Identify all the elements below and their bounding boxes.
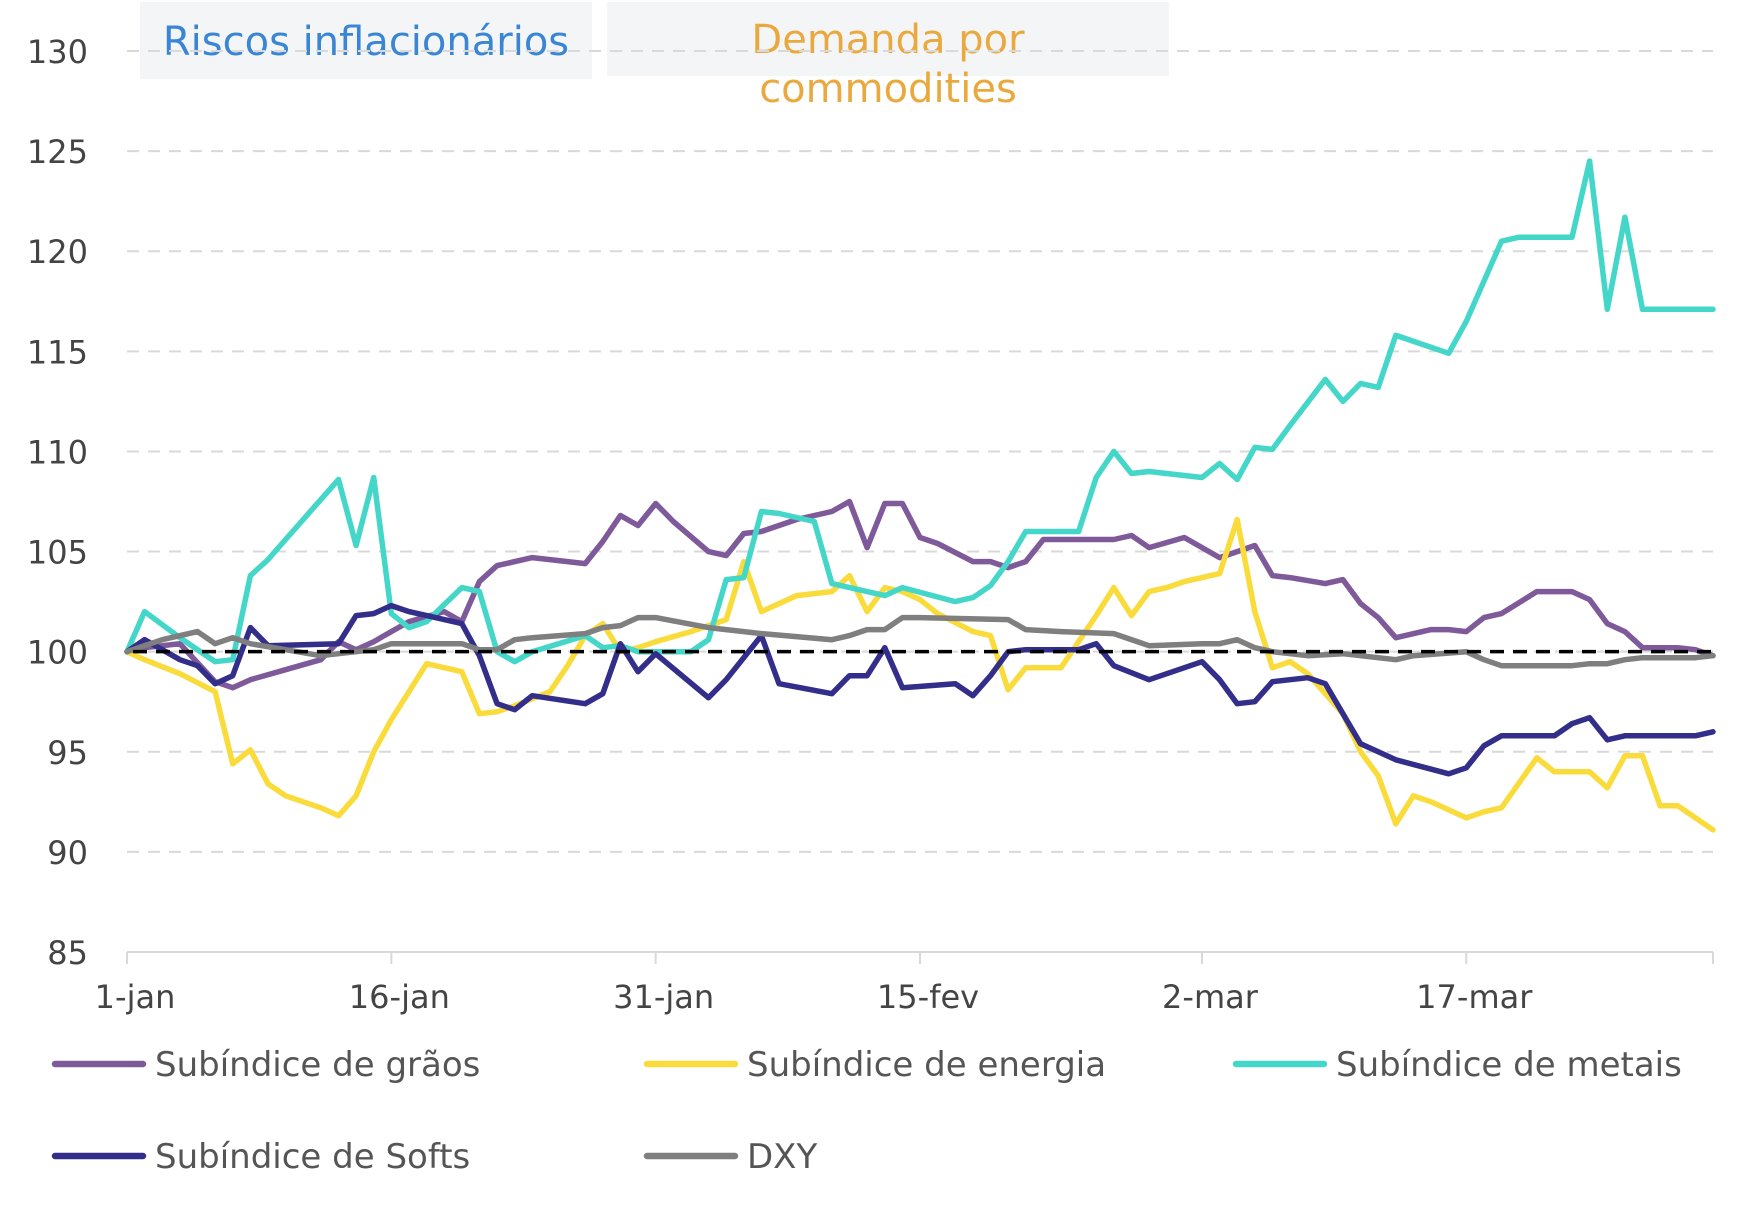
annotation-box-riscos [140, 2, 592, 79]
y-tick-label-100: 100 [27, 634, 88, 672]
y-tick-label-95: 95 [47, 734, 88, 772]
legend: Subíndice de grãos Subíndice de energia Su… [51, 1045, 1682, 1177]
series-line-3 [124, 158, 1716, 665]
x-tick-label-1-jan: 1-jan [95, 978, 176, 1016]
y-tick-label-105: 105 [27, 534, 88, 572]
x-tick-label-16-jan: 16-jan [349, 978, 450, 1016]
annotation-box-demanda [607, 2, 1169, 76]
x-tick-label-31-jan: 31-jan [613, 978, 714, 1016]
legend-item-3: Subíndice de metais [1232, 1045, 1682, 1085]
annotation-riscos-inflacionarios: Riscos inflacionários [163, 19, 569, 65]
annotation-boxes: Riscos inflacionários Demanda por commod… [140, 2, 1169, 112]
x-axis: 1-jan 16-jan 31-jan 15-fev 2-mar 17-mar [95, 951, 1714, 1016]
legend-label-5: DXY [747, 1137, 817, 1177]
legend-label-4: Subíndice de Softs [155, 1137, 470, 1177]
legend-label-2: Subíndice de energia [747, 1045, 1106, 1085]
y-tick-label-125: 125 [27, 133, 88, 171]
y-axis: 85 90 95 100 105 110 115 120 125 130 [27, 33, 88, 972]
x-tick-label-2-mar: 2-mar [1162, 978, 1259, 1016]
legend-label-1: Subíndice de grãos [155, 1045, 480, 1085]
legend-item-5: DXY [643, 1137, 817, 1177]
series-lines [124, 158, 1716, 833]
legend-item-2: Subíndice de energia [643, 1045, 1106, 1085]
legend-item-1: Subíndice de grãos [51, 1045, 480, 1085]
y-gridlines [127, 50, 1713, 853]
x-tick-label-15-fev: 15-fev [877, 978, 979, 1016]
annotation-demanda-line-1: Demanda por [751, 17, 1025, 63]
y-tick-label-110: 110 [27, 433, 88, 471]
legend-item-4: Subíndice de Softs [51, 1137, 470, 1177]
y-tick-label-90: 90 [47, 834, 88, 872]
annotation-demanda-line-2: commodities [759, 66, 1017, 112]
series-line-2 [124, 516, 1716, 833]
y-tick-label-115: 115 [27, 333, 88, 371]
series-line-1 [124, 498, 1716, 691]
series-line-4 [124, 602, 1716, 777]
y-tick-label-130: 130 [27, 33, 88, 71]
x-tick-label-17-mar: 17-mar [1416, 978, 1533, 1016]
y-tick-label-85: 85 [47, 934, 88, 972]
y-tick-label-120: 120 [27, 233, 88, 271]
legend-label-3: Subíndice de metais [1336, 1045, 1682, 1085]
